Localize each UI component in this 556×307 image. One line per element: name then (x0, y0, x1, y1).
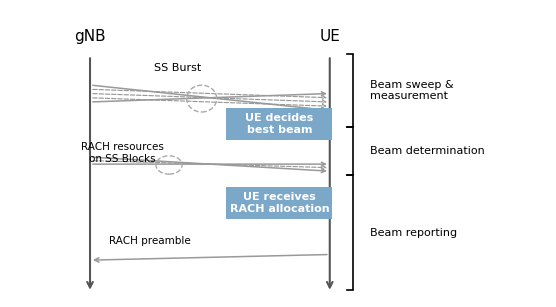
Text: RACH preamble: RACH preamble (109, 236, 191, 246)
Bar (226, 187, 332, 219)
Text: SS Burst: SS Burst (153, 63, 201, 73)
Text: Beam sweep &
measurement: Beam sweep & measurement (370, 80, 453, 102)
Bar (226, 108, 332, 140)
Text: UE: UE (319, 29, 340, 44)
Text: Beam reporting: Beam reporting (370, 227, 456, 238)
Text: gNB: gNB (74, 29, 106, 44)
Text: UE receives
RACH allocation: UE receives RACH allocation (230, 192, 329, 214)
Text: RACH resources
on SS Blocks: RACH resources on SS Blocks (81, 142, 164, 164)
Text: Beam determination: Beam determination (370, 146, 484, 156)
Text: UE decides
best beam: UE decides best beam (245, 113, 314, 135)
